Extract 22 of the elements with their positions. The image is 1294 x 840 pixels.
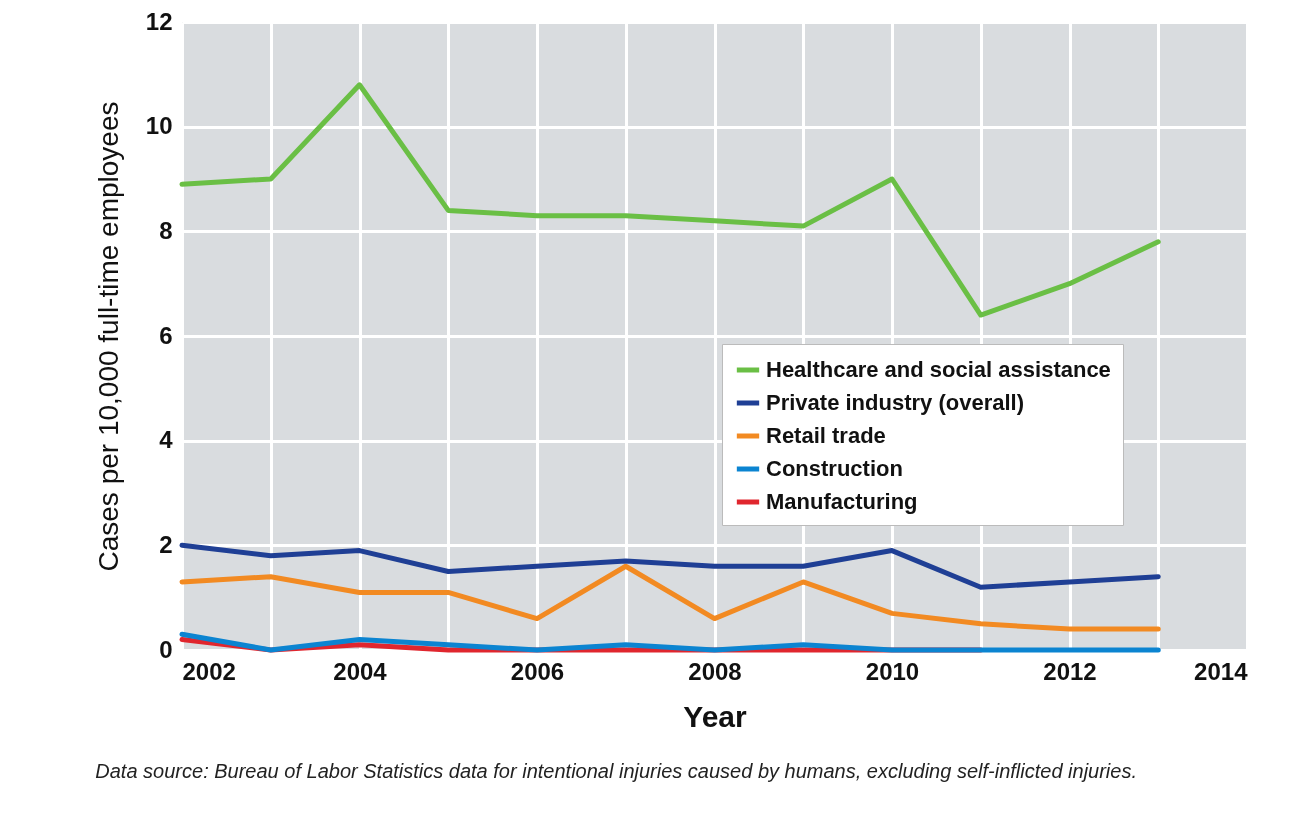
y-tick-label: 6	[159, 321, 173, 349]
y-tick-label: 8	[159, 216, 173, 244]
y-axis-title: Cases per 10,000 full-time employees	[92, 101, 124, 572]
x-tick-label: 2014	[1194, 657, 1249, 685]
x-tick-label: 2004	[333, 657, 388, 685]
x-tick-label: 2010	[865, 657, 920, 685]
legend-label: Retail trade	[766, 423, 886, 448]
y-tick-label: 2	[159, 530, 173, 558]
legend-label: Healthcare and social assistance	[766, 357, 1111, 382]
legend-label: Private industry (overall)	[766, 390, 1024, 415]
x-tick-label: 2002	[182, 657, 236, 685]
source-note: Data source: Bureau of Labor Statistics data for intentional injuries caused by humans, excluding self-inflicted injuries.	[95, 760, 1137, 782]
y-tick-label: 12	[145, 7, 173, 35]
legend-label: Manufacturing	[766, 489, 918, 514]
x-tick-label: 2012	[1043, 657, 1097, 685]
y-tick-label: 10	[145, 112, 173, 140]
x-tick-label: 2008	[688, 657, 742, 685]
x-axis-title: Year	[683, 699, 748, 733]
y-tick-label: 0	[159, 635, 173, 663]
legend-label: Construction	[766, 456, 903, 481]
x-tick-label: 2006	[510, 657, 565, 685]
y-tick-label: 4	[159, 426, 174, 454]
